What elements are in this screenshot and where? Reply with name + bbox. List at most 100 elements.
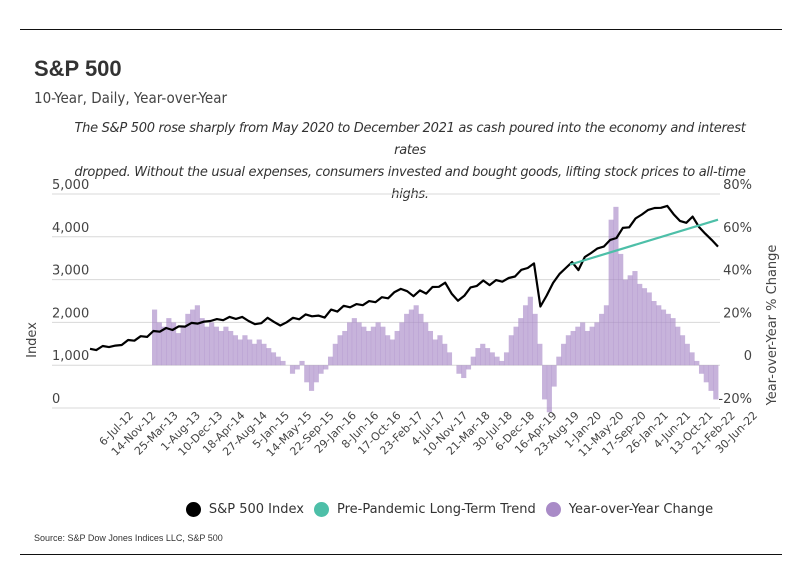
yoy-bar (194, 305, 200, 366)
yoy-bar (171, 322, 177, 366)
yoy-bar (289, 365, 296, 374)
yoy-bar (204, 326, 210, 366)
yoy-bar (646, 292, 652, 366)
yoy-bar (351, 318, 357, 366)
legend-label: Pre-Pandemic Long-Term Trend (336, 502, 536, 517)
yoy-bar (575, 326, 581, 366)
yoy-bar (618, 253, 624, 366)
yoy-bar (665, 313, 671, 366)
y-tick-label: 0 (52, 392, 60, 407)
bottom-rule (20, 554, 782, 555)
yoy-bar (656, 305, 662, 366)
y2-tick-label: 80% (723, 178, 752, 193)
chart-description: The S&P 500 rose sharply from May 2020 t… (60, 118, 760, 206)
yoy-bar (232, 335, 239, 366)
yoy-bar (570, 330, 576, 366)
yoy-bar (361, 326, 367, 366)
yoy-bar (475, 348, 481, 366)
yoy-bar (199, 318, 205, 366)
yoy-bar (423, 322, 429, 366)
source-note: Source: S&P Dow Jones Indices LLC, S&P 5… (34, 533, 223, 543)
yoy-bar (332, 343, 338, 366)
yoy-bar (432, 339, 438, 366)
yoy-bar (637, 283, 643, 366)
legend-item-trend: Pre-Pandemic Long-Term Trend (313, 502, 536, 517)
yoy-bar (237, 339, 243, 366)
yoy-bar (703, 365, 709, 383)
yoy-bar (375, 322, 381, 366)
yoy-bar (613, 206, 619, 366)
sp500-index-line (89, 204, 719, 352)
yoy-bar (228, 330, 234, 366)
yoy-bar (318, 365, 324, 374)
yoy-bar (399, 322, 405, 366)
yoy-bar (261, 343, 267, 366)
yoy-bar (594, 322, 600, 366)
y2-axis-label: Year-over-Year % Change (765, 245, 780, 407)
yoy-bar (584, 330, 590, 366)
yoy-bar (213, 326, 219, 366)
yoy-bar (347, 322, 353, 366)
yoy-bar (527, 296, 533, 366)
trend-line (569, 218, 719, 266)
yoy-bar (413, 305, 419, 366)
yoy-bar (256, 339, 262, 366)
yoy-bar (308, 365, 315, 391)
yoy-bar (522, 305, 529, 366)
y2-tick-label: 60% (723, 221, 752, 236)
top-rule (20, 29, 782, 30)
yoy-bar (679, 335, 686, 366)
yoy-bar (456, 365, 462, 374)
yoy-bar (152, 309, 158, 366)
yoy-bar (622, 279, 629, 366)
yoy-bar (385, 335, 391, 366)
yoy-bar (366, 330, 372, 366)
y2-tick-label: 20% (723, 306, 752, 321)
yoy-bar (247, 339, 253, 366)
y-tick-label: 5,000 (52, 178, 89, 193)
legend-item-index: S&P 500 Index (185, 502, 304, 517)
chart-title: S&P 500 (34, 56, 122, 81)
left-axis-ticks: 0 1,000 2,000 3,000 4,000 5,000 (52, 178, 89, 407)
yoy-bar (542, 365, 548, 400)
yoy-bar (580, 322, 586, 366)
yoy-bar (223, 326, 229, 366)
legend: S&P 500 Index Pre-Pandemic Long-Term Tre… (0, 502, 799, 517)
yoy-bar (689, 352, 695, 366)
yoy-bar (356, 322, 362, 366)
yoy-bar (404, 313, 410, 366)
yoy-bar (499, 360, 505, 366)
yoy-bar (408, 309, 414, 366)
legend-label: Year-over-Year Change (568, 502, 714, 517)
yoy-bar (218, 330, 224, 366)
yoy-bar (418, 313, 424, 366)
yoy-bar (551, 365, 557, 387)
yoy-bar (713, 365, 719, 400)
yoy-bar (209, 322, 215, 366)
yoy-bar (251, 343, 258, 366)
yoy-bar (489, 352, 495, 366)
yoy-bar (304, 365, 310, 383)
yoy-bar (480, 343, 486, 366)
yoy-bar (465, 365, 472, 370)
legend-dot-purple-icon (545, 502, 561, 517)
yoy-bar (370, 326, 376, 366)
yoy-bar (185, 313, 191, 366)
legend-item-yoy: Year-over-Year Change (545, 502, 714, 517)
yoy-bar (660, 309, 667, 366)
yoy-bar (342, 330, 348, 366)
legend-dot-teal-icon (313, 502, 329, 517)
yoy-bar (175, 333, 181, 366)
yoy-bar (299, 360, 305, 366)
yoy-bar (190, 309, 196, 366)
yoy-bar (389, 339, 395, 366)
yoy-bar (394, 330, 400, 366)
series-lines (89, 204, 719, 352)
yoy-bar (565, 335, 571, 366)
yoy-bar (518, 318, 524, 366)
yoy-bar (313, 365, 319, 383)
yoy-bar (670, 318, 676, 366)
yoy-bar (294, 365, 300, 370)
yoy-bar (513, 326, 519, 366)
